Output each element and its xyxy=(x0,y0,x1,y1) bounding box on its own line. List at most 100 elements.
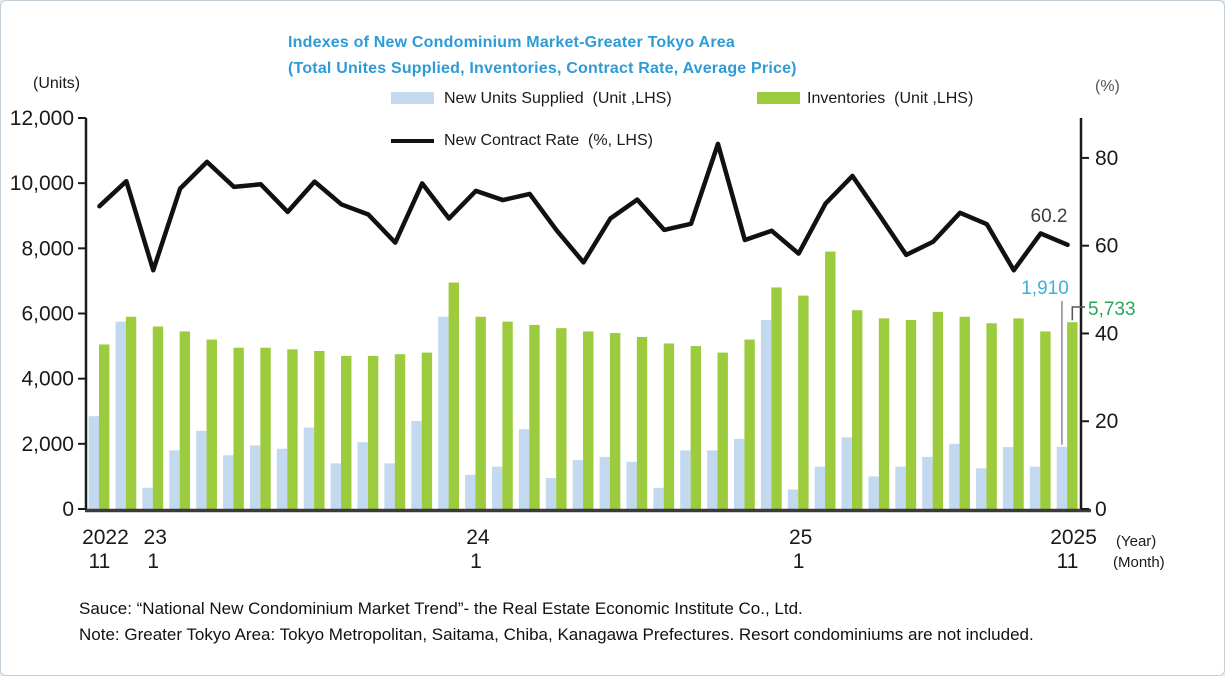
chart-title-line2: (Total Unites Supplied, Inventories, Con… xyxy=(288,60,797,77)
legend-label-contract-rate: New Contract Rate (%, LHS) xyxy=(444,132,653,149)
left-axis-tick-label: 4,000 xyxy=(21,368,74,391)
inventory-bar-2023-01 xyxy=(152,326,164,509)
supplied-bar-2025-02 xyxy=(814,466,826,509)
inventory-bar-2025-02 xyxy=(825,251,836,509)
x-axis-month-label: 1 xyxy=(470,550,482,573)
inventory-bar-2024-12 xyxy=(771,287,782,509)
left-axis-tick-label: 12,000 xyxy=(10,107,74,130)
inventory-bar-2024-10 xyxy=(717,352,728,509)
supplied-bar-2023-10 xyxy=(384,463,395,509)
inventory-bar-2025-08 xyxy=(986,323,997,509)
inventory-bar-2023-10 xyxy=(394,354,406,509)
left-axis-tick-label: 6,000 xyxy=(21,303,74,326)
inventory-bar-2023-09 xyxy=(367,355,379,509)
inventory-bar-2025-01 xyxy=(798,295,809,509)
supplied-bar-2024-10 xyxy=(707,450,718,509)
inventory-bar-2025-10 xyxy=(1040,331,1051,509)
x-axis-month-label: 11 xyxy=(1057,550,1079,573)
supplied-bar-2025-08 xyxy=(976,468,987,509)
supplied-bar-2022-12 xyxy=(115,321,126,509)
x-axis-month-label: 1 xyxy=(147,550,159,573)
supplied-bar-2023-11 xyxy=(411,421,422,509)
supplied-bar-2025-04 xyxy=(868,476,879,509)
supplied-bar-2024-08 xyxy=(653,487,664,509)
inventory-bar-2022-11 xyxy=(99,344,110,509)
supplied-bar-2024-09 xyxy=(680,450,691,509)
inventory-bar-2023-11 xyxy=(421,352,433,509)
inventory-bar-2025-07 xyxy=(959,316,970,509)
left-axis-tick-label: 2,000 xyxy=(21,433,74,456)
inventory-bar-2024-04 xyxy=(556,328,567,509)
supplied-bar-2023-08 xyxy=(330,463,342,509)
x-axis-month-caption: (Month) xyxy=(1113,554,1165,571)
annotation-bracket-inventory xyxy=(1071,306,1085,321)
inventory-bar-2023-06 xyxy=(287,349,298,509)
supplied-bar-2025-06 xyxy=(922,456,933,509)
inventory-bar-2024-03 xyxy=(529,324,540,509)
supplied-bar-2023-07 xyxy=(303,427,315,509)
supplied-bar-2022-11 xyxy=(88,416,99,509)
legend-label-supplied: New Units Supplied (Unit ,LHS) xyxy=(444,90,672,107)
legend-swatch-contract-rate-line xyxy=(391,139,434,143)
inventory-bar-2023-05 xyxy=(260,347,271,509)
supplied-bar-2025-05 xyxy=(895,466,906,509)
inventory-bar-2024-08 xyxy=(663,343,675,509)
inventory-bar-2025-09 xyxy=(1013,318,1024,509)
legend-swatch-supplied xyxy=(391,92,434,104)
supplied-bar-2024-07 xyxy=(626,461,637,509)
x-axis-month-label: 11 xyxy=(89,550,111,573)
annotation-last-supplied: 1,910 xyxy=(1021,278,1069,299)
supplied-bar-2025-11 xyxy=(1056,446,1068,509)
inventory-bar-2023-07 xyxy=(314,350,325,509)
inventory-bar-2024-05 xyxy=(583,331,594,509)
inventory-bar-2025-11 xyxy=(1067,322,1078,509)
inventory-bar-2025-05 xyxy=(905,320,917,509)
inventory-bar-2025-03 xyxy=(851,310,863,509)
supplied-bar-2023-09 xyxy=(357,442,368,509)
inventory-bar-2023-12 xyxy=(448,282,459,509)
supplied-bar-2025-10 xyxy=(1029,466,1041,509)
supplied-bar-2024-06 xyxy=(599,456,610,509)
supplied-bar-2023-04 xyxy=(223,455,234,509)
legend-swatch-inventories xyxy=(757,92,800,104)
supplied-bar-2024-02 xyxy=(491,466,503,509)
inventory-bar-2024-01 xyxy=(475,316,486,509)
supplied-bar-2023-06 xyxy=(276,448,288,509)
right-axis-tick-label: 20 xyxy=(1095,410,1118,433)
inventory-bar-2023-03 xyxy=(206,339,217,509)
annotation-last-contract-rate: 60.2 xyxy=(1031,206,1068,227)
supplied-bar-2024-05 xyxy=(572,460,584,509)
inventory-bar-2024-06 xyxy=(609,333,621,509)
inventory-bar-2024-09 xyxy=(690,346,702,509)
inventory-bar-2022-12 xyxy=(125,316,137,509)
supplied-bar-2023-02 xyxy=(169,450,180,509)
right-axis-tick-label: 60 xyxy=(1095,235,1118,258)
supplied-bar-2023-05 xyxy=(249,445,261,509)
supplied-bar-2025-07 xyxy=(949,443,960,509)
supplied-bar-2024-01 xyxy=(465,474,476,509)
x-axis-year-label: 24 xyxy=(466,526,490,549)
supplied-bar-2024-03 xyxy=(518,429,530,509)
left-axis-tick-label: 8,000 xyxy=(21,237,74,260)
legend-label-inventories: Inventories (Unit ,LHS) xyxy=(807,90,974,107)
x-axis-year-label: 2025 xyxy=(1050,526,1097,549)
right-axis-tick-label: 0 xyxy=(1095,498,1107,521)
annotation-last-inventory: 5,733 xyxy=(1088,299,1136,320)
inventory-bar-2023-08 xyxy=(341,355,352,509)
supplied-bar-2023-01 xyxy=(142,487,153,509)
right-axis-tick-label: 40 xyxy=(1095,322,1118,345)
supplied-bar-2024-12 xyxy=(760,320,772,509)
inventory-bar-2023-02 xyxy=(179,331,191,509)
source-note: Sauce: “National New Condominium Market … xyxy=(79,599,803,618)
supplied-bar-2025-01 xyxy=(787,489,799,509)
x-axis-year-caption: (Year) xyxy=(1116,533,1157,550)
right-axis-tick-label: 80 xyxy=(1095,147,1118,170)
supplied-bar-2024-11 xyxy=(734,438,745,509)
inventory-bar-2025-04 xyxy=(878,318,890,509)
right-axis-unit-label: (%) xyxy=(1095,78,1120,95)
supplied-bar-2025-03 xyxy=(841,437,852,509)
inventory-bar-2023-04 xyxy=(233,347,244,509)
supplied-bar-2025-09 xyxy=(1002,447,1014,509)
inventory-bar-2024-02 xyxy=(502,321,513,509)
